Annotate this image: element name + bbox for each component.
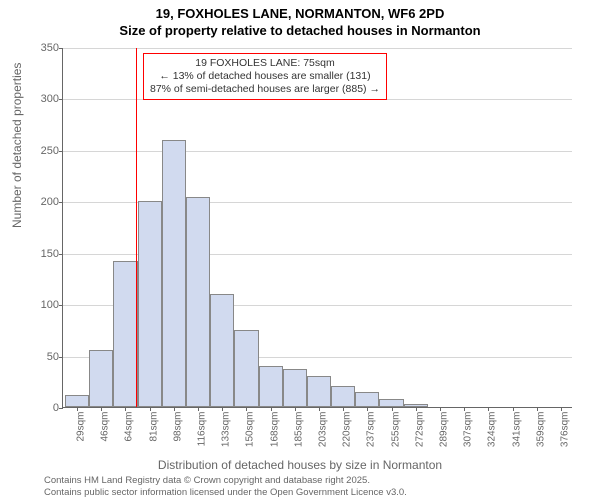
histogram-bar (89, 350, 113, 407)
annotation-line-2: ← 13% of detached houses are smaller (13… (150, 70, 380, 83)
histogram-bar (234, 330, 258, 407)
y-tick (59, 151, 63, 152)
x-tick (416, 407, 417, 411)
x-tick (295, 407, 296, 411)
y-tick-label: 350 (29, 42, 59, 54)
x-tick-label: 98sqm (172, 412, 183, 442)
x-tick-label: 133sqm (221, 412, 232, 448)
x-tick (537, 407, 538, 411)
y-gridline (63, 48, 572, 49)
x-tick (222, 407, 223, 411)
x-tick (125, 407, 126, 411)
x-tick (319, 407, 320, 411)
y-tick (59, 202, 63, 203)
copyright-block: Contains HM Land Registry data © Crown c… (44, 475, 407, 498)
histogram-bar (259, 366, 283, 407)
x-axis-label: Distribution of detached houses by size … (0, 458, 600, 472)
x-tick (343, 407, 344, 411)
histogram-bar (138, 201, 162, 407)
y-tick-label: 200 (29, 196, 59, 208)
x-tick (150, 407, 151, 411)
y-tick-label: 300 (29, 93, 59, 105)
histogram-bar (379, 399, 403, 407)
x-tick (174, 407, 175, 411)
y-tick (59, 254, 63, 255)
x-tick-label: 150sqm (245, 412, 256, 448)
histogram-bar (283, 369, 307, 407)
y-axis-label: Number of detached properties (10, 63, 24, 228)
x-tick (488, 407, 489, 411)
x-tick (101, 407, 102, 411)
x-tick-label: 324sqm (487, 412, 498, 448)
x-tick (561, 407, 562, 411)
x-tick (367, 407, 368, 411)
y-tick (59, 357, 63, 358)
histogram-bar (307, 376, 331, 407)
x-tick (464, 407, 465, 411)
y-tick-label: 150 (29, 248, 59, 260)
x-tick-label: 237sqm (366, 412, 377, 448)
y-gridline (63, 151, 572, 152)
histogram-bar (113, 261, 137, 407)
title-line-2: Size of property relative to detached ho… (0, 23, 600, 40)
histogram-bar (65, 395, 89, 407)
histogram-bar (186, 197, 210, 407)
x-tick-label: 220sqm (342, 412, 353, 448)
y-tick (59, 99, 63, 100)
x-tick (392, 407, 393, 411)
reference-vline (136, 48, 137, 407)
histogram-bar (210, 294, 234, 407)
x-tick-label: 116sqm (197, 412, 208, 447)
x-tick (271, 407, 272, 411)
x-tick-label: 289sqm (438, 412, 449, 448)
x-tick-label: 272sqm (414, 412, 425, 448)
x-tick-label: 341sqm (511, 412, 522, 448)
x-tick-label: 359sqm (535, 412, 546, 448)
copyright-line-1: Contains HM Land Registry data © Crown c… (44, 475, 407, 486)
x-tick-label: 46sqm (100, 412, 111, 442)
x-tick-label: 255sqm (390, 412, 401, 448)
x-tick (198, 407, 199, 411)
x-tick-label: 185sqm (293, 412, 304, 448)
histogram-bar (355, 392, 379, 407)
x-tick (440, 407, 441, 411)
annotation-line-1: 19 FOXHOLES LANE: 75sqm (150, 57, 380, 70)
y-tick (59, 48, 63, 49)
x-tick (246, 407, 247, 411)
x-tick-label: 376sqm (559, 412, 570, 448)
y-tick (59, 408, 63, 409)
histogram-bar (162, 140, 186, 407)
y-tick (59, 305, 63, 306)
x-tick-label: 307sqm (463, 412, 474, 448)
y-tick-label: 250 (29, 145, 59, 157)
x-tick-label: 81sqm (148, 412, 159, 442)
x-tick (77, 407, 78, 411)
x-tick-label: 64sqm (124, 412, 135, 442)
y-tick-label: 100 (29, 299, 59, 311)
title-line-1: 19, FOXHOLES LANE, NORMANTON, WF6 2PD (0, 6, 600, 23)
y-tick-label: 50 (29, 351, 59, 363)
x-tick (513, 407, 514, 411)
chart-title-block: 19, FOXHOLES LANE, NORMANTON, WF6 2PD Si… (0, 0, 600, 40)
copyright-line-2: Contains public sector information licen… (44, 487, 407, 498)
x-tick-label: 203sqm (318, 412, 329, 448)
x-tick-label: 168sqm (269, 412, 280, 448)
annotation-box: 19 FOXHOLES LANE: 75sqm ← 13% of detache… (143, 53, 387, 100)
y-tick-label: 0 (29, 402, 59, 414)
x-tick-label: 29sqm (76, 412, 87, 442)
histogram-bar (331, 386, 355, 407)
annotation-line-3: 87% of semi-detached houses are larger (… (150, 83, 380, 96)
histogram-plot-area: 05010015020025030035029sqm46sqm64sqm81sq… (62, 48, 572, 408)
